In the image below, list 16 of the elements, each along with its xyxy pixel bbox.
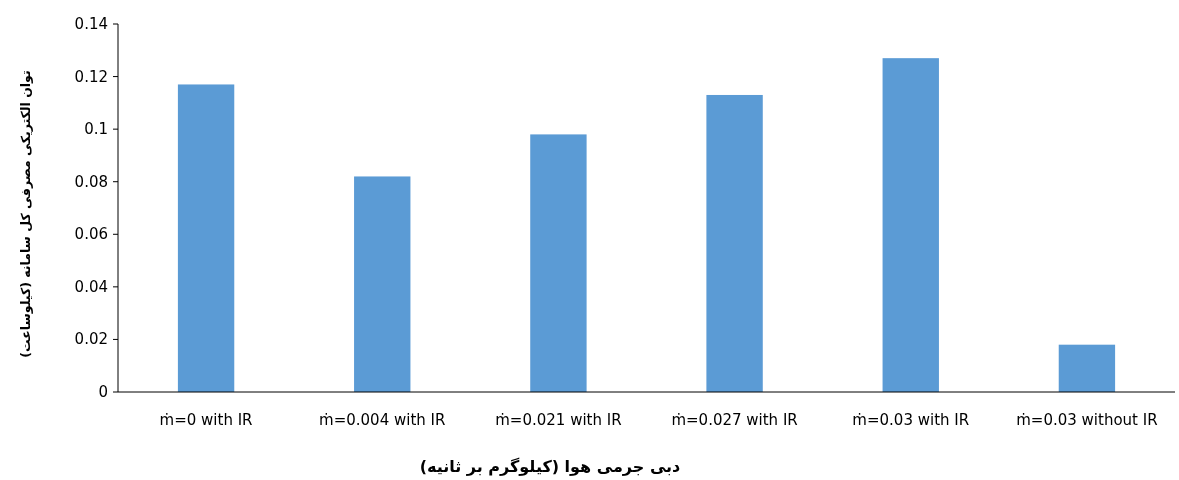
x-tick-label: ṁ=0.021 with IR [495,411,622,429]
x-tick-label: ṁ=0 with IR [159,411,253,429]
x-tick-label: ṁ=0.027 with IR [671,411,798,429]
y-axis-title: توان الکتریکی مصرفی کل سامانه (کیلوساعت) [18,70,33,358]
x-tick-label: ṁ=0.03 without IR [1016,411,1158,429]
x-tick-label: ṁ=0.004 with IR [319,411,446,429]
x-axis-title: دبی جرمی هوا (کیلوگرم بر ثانیه) [419,457,681,476]
y-tick-label: 0.06 [74,225,108,244]
y-tick-label: 0.04 [74,277,108,296]
x-tick-label: ṁ=0.03 with IR [852,411,970,429]
y-tick-label: 0.12 [74,67,108,86]
y-tick-label: 0.1 [84,120,108,139]
y-tick-label: 0.14 [74,15,108,33]
y-tick-label: 0.02 [74,330,108,349]
y-tick-label: 0 [98,383,108,401]
y-tick-label: 0.08 [74,172,108,191]
